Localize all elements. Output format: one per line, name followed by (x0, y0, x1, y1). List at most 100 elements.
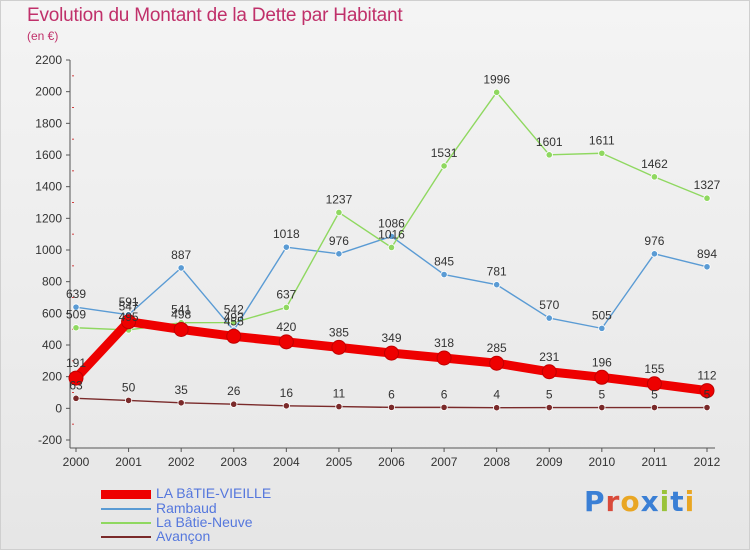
x-tick-label: 2004 (273, 455, 300, 469)
x-tick-label: 2007 (431, 455, 458, 469)
data-label: 50 (122, 380, 136, 394)
data-point (703, 403, 711, 412)
logo-letter: t (670, 485, 685, 518)
x-tick-label: 2003 (220, 455, 247, 469)
data-label: 191 (66, 356, 86, 370)
data-label: 1462 (641, 157, 668, 171)
data-point (387, 232, 396, 240)
y-tick-label: 0 (55, 401, 62, 415)
data-label: 591 (119, 295, 139, 309)
x-tick-label: 2001 (115, 455, 142, 469)
data-point (226, 328, 242, 344)
data-label: 349 (381, 331, 401, 345)
logo-letter: r (605, 485, 621, 518)
data-label: 5 (598, 388, 605, 402)
data-point (541, 364, 557, 380)
x-tick-label: 2012 (694, 455, 721, 469)
data-label: 1237 (326, 192, 353, 206)
data-label: 5 (704, 388, 711, 402)
data-label: 505 (592, 308, 612, 322)
logo-letter: P (584, 485, 606, 518)
data-point (282, 303, 290, 312)
data-point (545, 403, 553, 412)
y-tick-label: 200 (42, 370, 62, 384)
data-point (72, 303, 80, 311)
y-tick-label: 600 (42, 306, 62, 320)
data-point (545, 314, 553, 322)
data-label: 35 (174, 383, 188, 397)
data-point (230, 318, 238, 327)
data-point (177, 399, 185, 407)
x-tick-label: 2005 (326, 455, 353, 469)
data-label: 112 (697, 369, 716, 383)
data-label: 4 (493, 388, 500, 402)
data-label: 639 (66, 287, 86, 301)
legend-label: Rambaud (156, 500, 217, 516)
data-label: 196 (592, 355, 612, 369)
data-label: 16 (280, 386, 294, 400)
data-label: 455 (224, 314, 244, 328)
data-point (598, 403, 606, 412)
data-label: 5 (651, 388, 658, 402)
data-point (646, 376, 662, 392)
data-label: 976 (329, 234, 349, 248)
legend-label: LA BâTIE-VIEILLE (156, 485, 272, 501)
data-point (703, 263, 711, 271)
data-label: 1016 (378, 227, 405, 241)
data-point (331, 339, 347, 355)
legend-label: Avançon (156, 528, 211, 544)
data-point (72, 394, 80, 402)
data-label: 1611 (589, 133, 615, 147)
data-point (436, 350, 452, 366)
data-label: 1327 (694, 178, 721, 192)
data-label: 1018 (273, 227, 300, 241)
data-label: 493 (224, 310, 244, 324)
data-point (489, 355, 505, 371)
x-tick-label: 2006 (378, 455, 405, 469)
data-point (335, 250, 343, 258)
data-label: 542 (224, 303, 244, 317)
x-tick-label: 2002 (168, 455, 195, 469)
data-point (230, 400, 238, 408)
y-tick-label: 2200 (35, 53, 62, 67)
data-point (493, 404, 501, 412)
data-point (598, 149, 606, 157)
data-point (124, 396, 133, 405)
legend-swatch (101, 536, 151, 538)
data-label: 1996 (483, 72, 510, 86)
chart-title: Evolution du Montant de la Dette par Hab… (27, 5, 403, 26)
data-label: 231 (539, 350, 559, 364)
data-point (121, 314, 137, 330)
data-point (68, 370, 84, 386)
legend-swatch (101, 490, 151, 499)
data-point (594, 369, 610, 385)
data-label: 63 (69, 378, 83, 392)
data-label: 26 (227, 384, 241, 398)
x-tick-label: 2011 (642, 455, 668, 469)
data-label: 887 (171, 248, 191, 262)
data-point (387, 243, 396, 252)
data-label: 420 (276, 320, 296, 334)
y-tick-label: 1800 (35, 116, 62, 130)
x-tick-label: 2009 (536, 455, 563, 469)
data-label: 894 (697, 247, 717, 261)
data-point (493, 281, 501, 289)
data-point (335, 208, 343, 217)
data-point (282, 402, 290, 410)
y-tick-label: 1400 (35, 180, 62, 194)
data-point (177, 264, 185, 272)
data-point (384, 345, 399, 361)
data-point (440, 270, 448, 279)
data-point (387, 403, 396, 411)
y-tick-label: 1000 (35, 243, 62, 257)
data-point (282, 243, 290, 251)
data-label: 1086 (378, 216, 405, 230)
data-label: 285 (487, 341, 507, 355)
data-point (173, 321, 189, 337)
data-point (278, 334, 294, 350)
legend-label: La Bâtie-Neuve (156, 514, 253, 530)
data-label: 11 (333, 387, 346, 401)
logo-letter: i (659, 485, 671, 518)
data-label: 155 (644, 362, 664, 376)
